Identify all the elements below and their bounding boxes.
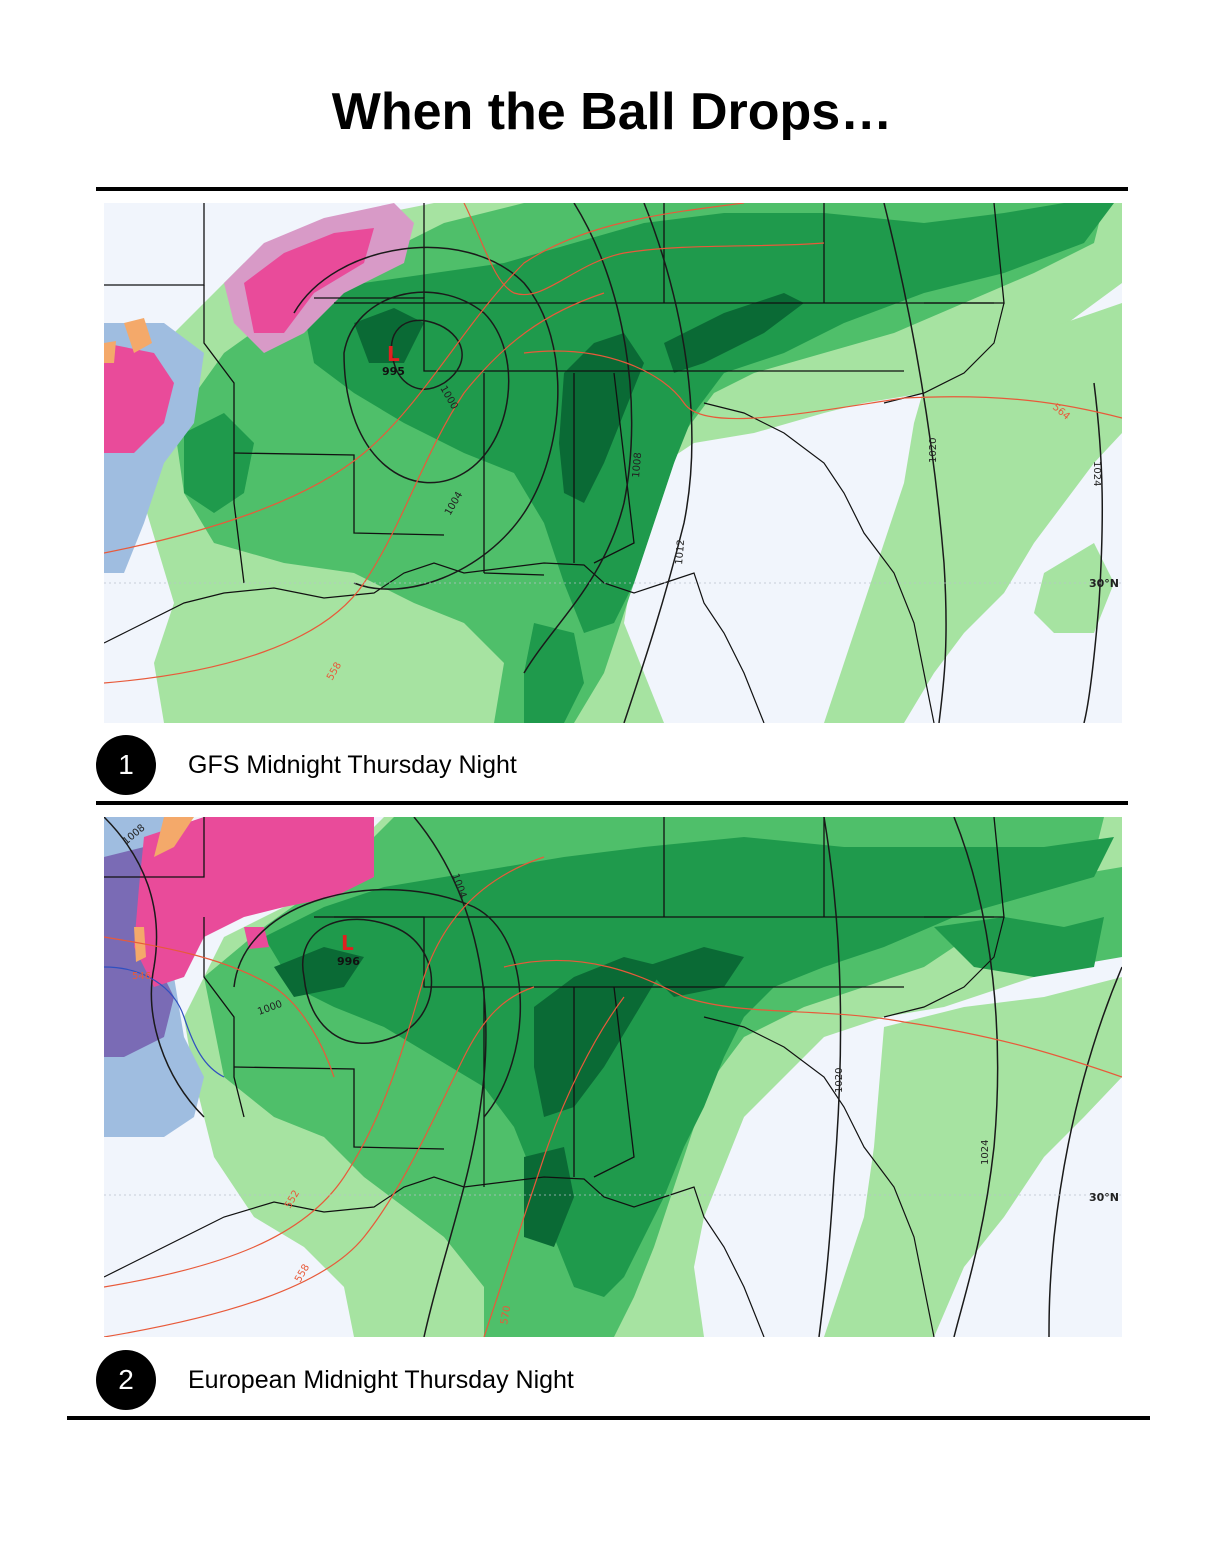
- european-map-panel: L 996 1008 1000 1004 1020 1024 546 552 5…: [104, 817, 1122, 1337]
- state-borders: [104, 203, 1005, 584]
- rain-heavy-area: [524, 623, 584, 723]
- thickness-contours: [104, 203, 1122, 684]
- rain-very-heavy-area: [664, 293, 804, 373]
- isobar-label: 1024: [980, 1140, 991, 1165]
- isobar-label: 1024: [1091, 461, 1102, 486]
- isobar-label: 1020: [928, 438, 939, 463]
- snow-pink-area: [104, 343, 174, 453]
- rain-very-heavy-area: [274, 947, 364, 997]
- rain-heavy-area: [184, 413, 254, 513]
- rain-very-heavy-area: [534, 957, 664, 1117]
- ice-orange-area: [154, 817, 194, 857]
- ice-orange-area: [134, 927, 146, 962]
- gfs-precip-map: L 995 1000 1004 1008 1012 1020 1024 558 …: [104, 203, 1122, 723]
- rain-heavy-area: [264, 837, 1114, 1297]
- figure-caption: European Midnight Thursday Night: [188, 1366, 574, 1394]
- low-pressure-value: 996: [337, 955, 360, 968]
- figure-number-badge: 2: [96, 1350, 156, 1410]
- rain-very-heavy-area: [559, 333, 644, 503]
- low-pressure-symbol: L: [387, 342, 400, 366]
- top-divider: [96, 187, 1128, 191]
- figure-caption: GFS Midnight Thursday Night: [188, 751, 517, 779]
- rain-very-heavy-area: [644, 947, 744, 997]
- isobar-label: 1012: [674, 539, 687, 565]
- rain-light-area: [824, 303, 1122, 723]
- snow-pink-area: [134, 817, 374, 987]
- isobar-label: 1008: [631, 452, 644, 478]
- thickness-label: 570: [499, 1305, 513, 1326]
- bottom-divider: [67, 1416, 1150, 1420]
- page-title: When the Ball Drops…: [331, 83, 893, 141]
- ice-orange-area: [124, 318, 152, 353]
- latitude-label: 30°N: [1089, 577, 1119, 590]
- blue-contour: [104, 966, 225, 1078]
- rain-light-area: [824, 977, 1122, 1337]
- thickness-label: 546: [132, 971, 151, 982]
- gfs-map-panel: L 995 1000 1004 1008 1012 1020 1024 558 …: [104, 203, 1122, 723]
- ice-orange-area: [104, 341, 116, 363]
- low-pressure-symbol: L: [341, 931, 354, 955]
- rain-very-heavy-area: [354, 308, 424, 363]
- middle-divider: [96, 801, 1128, 805]
- rain-heavy-area: [934, 917, 1104, 977]
- coastline: [104, 916, 1005, 1337]
- low-pressure-value: 995: [382, 365, 405, 378]
- isobars: [104, 817, 1122, 1337]
- rain-light-area: [1034, 543, 1114, 633]
- latitude-label: 30°N: [1089, 1191, 1119, 1204]
- rain-very-heavy-area: [524, 1147, 574, 1247]
- isobars: [293, 203, 1104, 723]
- european-precip-map: L 996 1008 1000 1004 1020 1024 546 552 5…: [104, 817, 1122, 1337]
- figure-number-badge: 1: [96, 735, 156, 795]
- thickness-contours: [104, 856, 1122, 1337]
- thickness-label: 558: [293, 1262, 312, 1284]
- isobar-label: 1020: [834, 1068, 845, 1093]
- snow-pink-area: [244, 228, 374, 333]
- coastline: [104, 302, 1005, 723]
- rain-heavy-area: [304, 203, 1114, 633]
